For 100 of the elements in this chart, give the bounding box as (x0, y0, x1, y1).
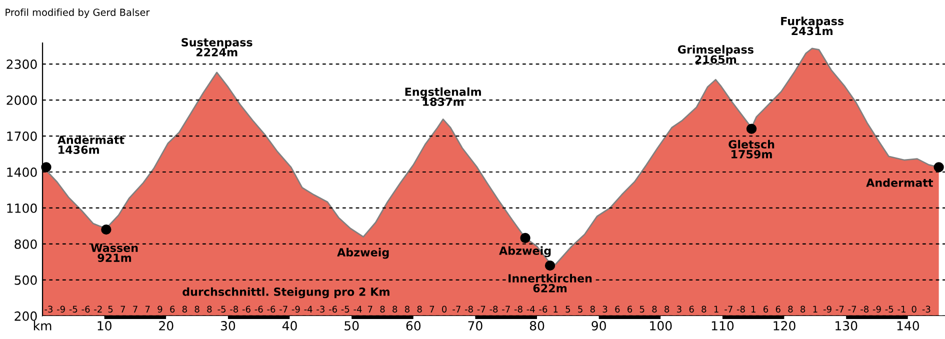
annotation: 1 (714, 306, 718, 312)
annotation: 5 (640, 306, 644, 313)
annotation: 8 (702, 306, 706, 313)
annotation: Andermatt (866, 178, 934, 187)
annotation: -9 (292, 306, 300, 313)
annotation: 8 (182, 306, 187, 313)
annotation: -8 (464, 306, 473, 313)
annotation: -2 (94, 306, 102, 312)
annotation: 8 (788, 306, 793, 313)
annotation: Wassen 921m (90, 244, 138, 262)
y-tick-label: 1700 (7, 131, 37, 141)
annotation: Andermatt 1436m (57, 135, 124, 154)
annotation: -8 (490, 306, 498, 313)
annotation: -6 (242, 306, 250, 313)
point (544, 260, 556, 271)
annotation: -3 (922, 306, 930, 313)
point (934, 162, 944, 172)
y-tick-label: 2300 (6, 60, 37, 69)
annotation: -7 (452, 306, 460, 312)
annotation: -7 (502, 306, 510, 312)
annotation: 8 (207, 306, 212, 313)
annotation: -6 (539, 306, 548, 313)
annotation: 7 (133, 306, 138, 312)
x-tick-label: 110 (712, 321, 734, 330)
annotation: 7 (430, 306, 434, 312)
x-tick-label: 60 (406, 321, 421, 330)
annotation: -5 (69, 306, 78, 313)
annotation: 5 (578, 306, 582, 313)
annotation: -8 (736, 306, 745, 313)
point (41, 162, 52, 172)
annotation: -8 (230, 306, 238, 313)
annotation: Engstlenalm 1837m (405, 87, 481, 106)
y-tick-label: 2000 (6, 96, 37, 105)
annotation: 8 (404, 306, 410, 313)
annotation: -7 (280, 306, 288, 312)
annotation: 8 (664, 306, 670, 313)
annotation: 6 (170, 306, 175, 313)
annotation: 8 (800, 306, 806, 313)
annotation: -9 (872, 306, 881, 313)
x-tick-label: 70 (468, 321, 482, 330)
annotation: -5 (218, 306, 226, 313)
point (101, 224, 112, 235)
y-tick-label: 800 (14, 239, 37, 249)
annotation: 3 (677, 306, 682, 313)
annotation: -4 (526, 306, 535, 312)
y-tick-label: 1100 (7, 203, 37, 213)
annotation: -6 (254, 306, 263, 313)
annotation: -7 (836, 306, 844, 312)
annotation: 6 (628, 306, 632, 313)
x-tick-label: 20 (159, 321, 174, 330)
x-tick-label: 30 (220, 321, 236, 330)
annotation: -5 (885, 306, 894, 313)
annotation: -8 (514, 306, 522, 313)
point (520, 232, 530, 244)
annotation: -3 (44, 306, 52, 313)
x-tick-label: 80 (530, 321, 544, 330)
annotation: 1 (752, 306, 756, 312)
x-tick-label: 50 (344, 321, 359, 330)
annotation: 8 (194, 306, 200, 313)
annotation: 5 (566, 306, 570, 313)
annotation: 5 (108, 306, 113, 313)
annotation: 8 (417, 306, 422, 313)
x-tick-label: 130 (836, 321, 858, 330)
annotation: 3 (602, 306, 608, 313)
x-tick-label: km (34, 320, 52, 330)
annotation: Grimselpass 2165m (678, 45, 754, 64)
y-tick-label: 1400 (7, 167, 37, 177)
annotation: 7 (120, 306, 125, 312)
chart-title: Profil modified by Gerd Balser (6, 8, 150, 18)
y-tick-label: 200 (14, 311, 37, 321)
annotation: 8 (590, 306, 595, 313)
x-tick-label: 100 (650, 321, 672, 330)
annotation: 6 (764, 306, 768, 313)
x-tick-label: 140 (897, 321, 920, 330)
annotation: Furkapass 2431m (781, 16, 844, 36)
annotation: Sustenpass 2224m (182, 38, 252, 56)
annotation: 6 (776, 306, 780, 313)
annotation: 8 (380, 306, 385, 313)
annotation: 0 (442, 306, 447, 313)
annotation: durchschnittl. Steigung pro 2 Km (182, 287, 390, 298)
annotation: Gletsch 1759m (728, 140, 774, 158)
annotation: -9 (57, 306, 65, 313)
x-tick-label: 120 (774, 321, 796, 330)
annotation: -7 (477, 306, 486, 312)
y-tick-label: 500 (14, 275, 37, 285)
annotation: 7 (368, 306, 372, 312)
annotation: -6 (82, 306, 90, 313)
annotation: 8 (392, 306, 398, 313)
annotation: -9 (823, 306, 832, 313)
point (746, 124, 757, 134)
x-tick-label: 10 (98, 321, 112, 330)
x-tick-label: 90 (592, 321, 606, 330)
annotation: -7 (724, 306, 732, 312)
annotation: 0 (912, 306, 916, 313)
annotation: -1 (898, 306, 906, 312)
annotation: Innertkirchen 622m (508, 274, 592, 292)
annotation: -3 (316, 306, 324, 313)
annotation: 1 (813, 306, 818, 312)
annotation: -7 (848, 306, 856, 312)
annotation: -6 (267, 306, 276, 313)
